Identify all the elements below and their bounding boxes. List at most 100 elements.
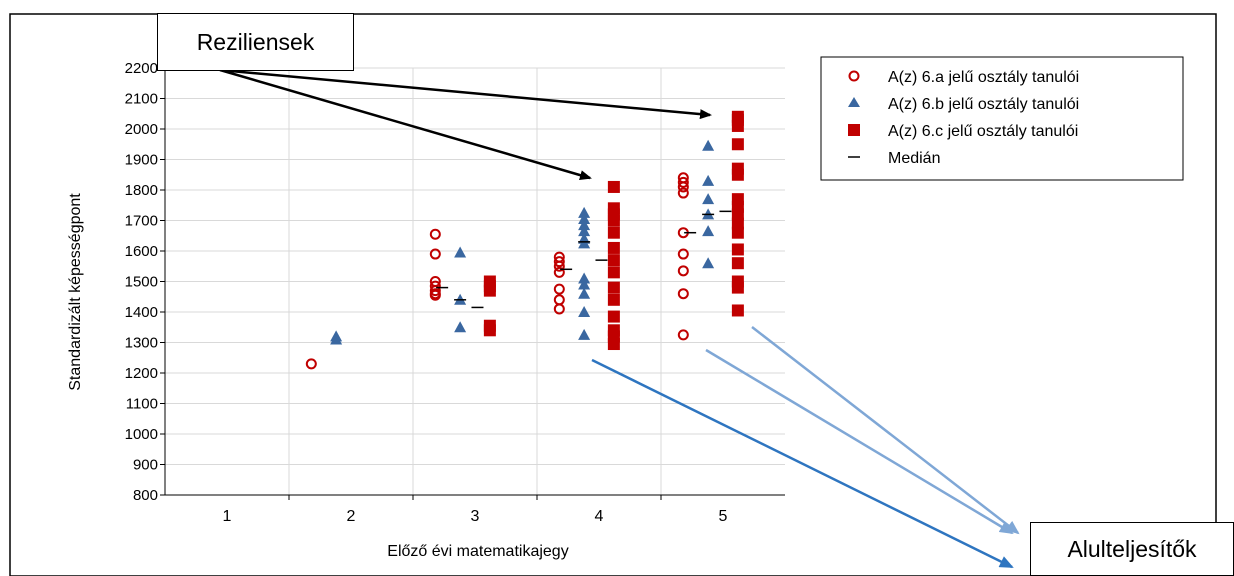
x-tick-label: 1 [223, 508, 232, 525]
data-point-6b [454, 246, 467, 258]
y-tick-label: 900 [133, 457, 158, 474]
underperformer-arrow-from-grade-5-a [705, 348, 1014, 535]
legend-label-median: Medián [888, 150, 940, 167]
y-tick-label: 2000 [125, 121, 158, 138]
data-point-6c [607, 254, 620, 267]
data-point-6a [553, 283, 565, 295]
data-point-6b [578, 306, 591, 317]
data-point-6b [702, 193, 715, 205]
legend-label-6c: A(z) 6.c jelű osztály tanulói [888, 123, 1078, 140]
x-tick-label: 4 [595, 508, 604, 525]
data-point-6b [578, 237, 591, 249]
data-point-6b [578, 225, 591, 237]
data-point-6c [607, 338, 620, 351]
y-tick-label: 1500 [125, 274, 158, 291]
x-tick-label: 3 [471, 508, 480, 525]
data-point-6b [330, 333, 343, 345]
legend-label-6b: A(z) 6.b jelű osztály tanulói [888, 96, 1079, 113]
data-point-6c [731, 168, 744, 181]
data-point-6b [578, 278, 591, 290]
y-tick-label: 800 [133, 487, 158, 504]
data-point-6b [578, 206, 591, 218]
data-points [305, 110, 744, 370]
data-point-6a [429, 228, 441, 240]
legend-marker-6b [848, 97, 860, 107]
median-markers [436, 210, 732, 309]
y-tick-label: 1300 [125, 335, 158, 352]
x-tick-label: 2 [347, 508, 356, 525]
data-point-6c [731, 119, 744, 132]
resilient-arrow-to-grade-5 [219, 68, 712, 120]
underperformer-arrow-from-grade-4 [591, 358, 1014, 569]
data-point-6a [553, 303, 565, 315]
data-point-6a [553, 256, 565, 268]
y-tick-label: 1400 [125, 304, 158, 321]
data-point-6c [607, 310, 620, 323]
data-point-6c [731, 217, 744, 230]
underperformer-arrow-from-grade-5-c [751, 326, 1020, 535]
data-point-6a [677, 176, 689, 188]
y-axis-label: Standardizált képességpont [67, 193, 84, 391]
data-point-6c [607, 226, 620, 239]
data-point-6c [483, 284, 496, 297]
data-point-6a [553, 260, 565, 272]
legend-label-6a: A(z) 6.a jelű osztály tanulói [888, 69, 1079, 86]
annotation-arrows [219, 68, 1020, 569]
y-tick-label: 1200 [125, 365, 158, 382]
data-point-6a [677, 265, 689, 277]
data-point-6b [702, 225, 715, 237]
data-point-6c [607, 293, 620, 306]
data-point-6c [607, 214, 620, 227]
data-point-6c [731, 304, 744, 317]
y-tick-label: 1600 [125, 243, 158, 260]
data-point-6c [607, 241, 620, 254]
data-point-6a [429, 289, 441, 301]
data-point-6b [702, 174, 715, 186]
data-point-6c [731, 138, 744, 151]
legend-marker-6c [848, 124, 860, 136]
data-point-6c [607, 180, 620, 193]
legend-marker-6a [848, 70, 860, 82]
data-point-6c [731, 208, 744, 221]
data-point-6b [578, 219, 591, 231]
data-point-6a [553, 266, 565, 278]
data-point-6c [731, 257, 744, 270]
data-point-6a [677, 329, 689, 341]
y-tick-label: 1700 [125, 213, 158, 230]
y-tick-label: 1100 [126, 396, 158, 413]
y-tick-label: 1900 [125, 152, 158, 169]
y-tick-label: 1800 [125, 182, 158, 199]
data-point-6a [305, 358, 317, 370]
data-point-6c [731, 281, 744, 294]
resilient-callout: Reziliensek [157, 13, 354, 71]
data-point-6b [578, 212, 591, 224]
data-point-6b [578, 287, 591, 299]
data-point-6a [677, 248, 689, 260]
data-point-6a [677, 187, 689, 199]
y-tick-label: 1000 [125, 426, 158, 443]
y-tick-label: 2200 [125, 60, 158, 77]
data-point-6a [429, 248, 441, 260]
data-point-6c [607, 281, 620, 294]
grid-lines [165, 67, 785, 495]
data-point-6b [702, 139, 715, 151]
data-point-6b [578, 272, 591, 284]
underperformer-callout: Alulteljesítők [1030, 522, 1234, 576]
data-point-6c [607, 266, 620, 279]
data-point-6b [454, 321, 467, 333]
legend: A(z) 6.a jelű osztály tanulói A(z) 6.b j… [820, 56, 1184, 181]
data-point-6c [731, 226, 744, 239]
x-tick-label: 5 [719, 508, 728, 525]
data-point-6a [677, 288, 689, 300]
data-point-6c [483, 324, 496, 337]
data-point-6a [677, 181, 689, 193]
data-point-6b [578, 328, 591, 340]
x-axis-label: Előző évi matematikajegy [387, 543, 568, 560]
resilient-arrow-to-grade-4 [219, 68, 592, 180]
data-point-6c [731, 243, 744, 256]
axes: 800 900 1000 1100 1200 1300 1400 1500 1600 1700 18… [125, 60, 785, 525]
legend-box [820, 56, 1184, 181]
y-tick-label: 2100 [125, 91, 158, 108]
data-point-6b [702, 257, 715, 269]
